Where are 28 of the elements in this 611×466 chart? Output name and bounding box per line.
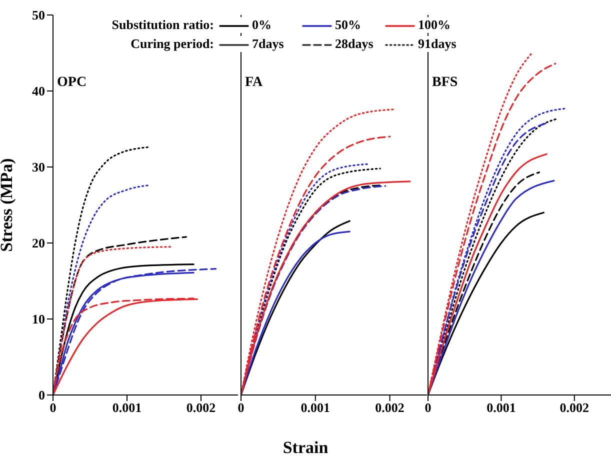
x-axis-title: Strain bbox=[282, 438, 330, 458]
y-tick-label: 50 bbox=[32, 8, 45, 23]
annotation: 100% bbox=[382, 17, 454, 33]
annotation: 91days bbox=[382, 36, 460, 52]
x-tick-label: 0.002 bbox=[186, 400, 216, 416]
y-tick-label: 10 bbox=[32, 312, 45, 327]
annotation: Curing period: bbox=[130, 36, 218, 52]
text: BFS bbox=[432, 75, 458, 91]
x-tick-label: 0 bbox=[424, 400, 432, 416]
x-tick-label: 0 bbox=[50, 400, 56, 416]
text: FA bbox=[245, 75, 263, 91]
x-tick-label: 0.001 bbox=[486, 400, 516, 416]
annotation: Substitution ratio: bbox=[112, 17, 218, 33]
x-tick-label: 0.001 bbox=[300, 400, 330, 416]
x-tick-label: 0.001 bbox=[112, 400, 142, 416]
x-tick-label: 0.002 bbox=[375, 400, 404, 416]
x-tick-label: 0.002 bbox=[560, 400, 590, 416]
annotation: 50% bbox=[299, 17, 365, 33]
y-tick-label: 30 bbox=[32, 160, 45, 175]
y-axis-title: Stress (MPa) bbox=[0, 158, 16, 252]
annotation: 0% bbox=[216, 17, 276, 33]
annotation: 7days bbox=[216, 36, 288, 52]
annotation: 28days bbox=[299, 36, 378, 52]
y-tick-label: 20 bbox=[32, 236, 45, 251]
y-tick-label: 40 bbox=[32, 84, 45, 99]
x-tick-label: 0 bbox=[238, 400, 244, 416]
y-tick-label: 0 bbox=[38, 388, 45, 403]
text: OPC bbox=[57, 75, 87, 91]
